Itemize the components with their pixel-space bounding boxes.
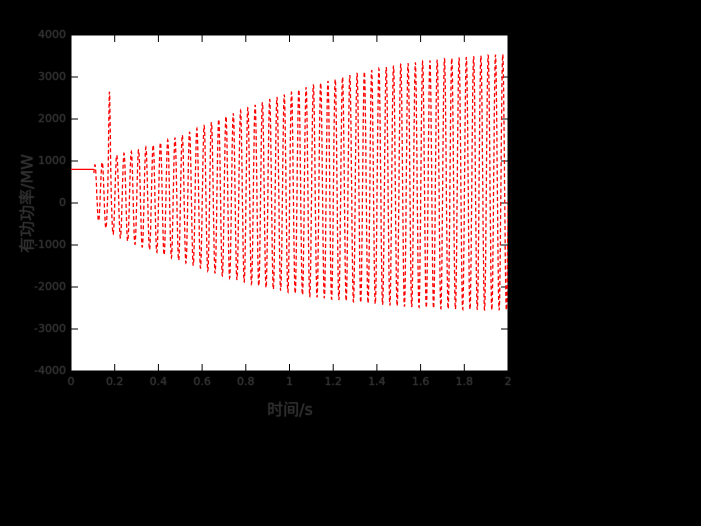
x-tick-label: 1.2	[324, 375, 342, 388]
y-tick-label: -3000	[34, 322, 66, 335]
x-tick-label: 1.8	[455, 375, 474, 388]
x-tick-label: 1.6	[411, 375, 430, 388]
y-tick-label: -1000	[34, 238, 66, 251]
x-tick-label: 0.8	[237, 375, 255, 388]
y-tick-label: 2000	[38, 112, 66, 125]
x-tick-label: 2	[504, 375, 512, 388]
x-tick-label: 0.4	[149, 375, 168, 388]
y-axis-label: 有功功率/MW	[17, 153, 37, 254]
x-tick-label: 1.4	[368, 375, 386, 388]
signal-curve	[93, 53, 508, 312]
y-tick-label: 4000	[38, 28, 66, 41]
y-tick-label: 1000	[38, 154, 66, 167]
x-axis-label: 时间/s	[267, 400, 313, 419]
y-tick-label: -2000	[34, 280, 66, 293]
y-tick-label: -4000	[34, 364, 66, 377]
x-tick-label: 0.2	[105, 375, 124, 388]
y-tick-label: 0	[59, 196, 66, 209]
x-tick-label: 1	[286, 375, 293, 388]
y-tick-label: 3000	[38, 70, 66, 83]
x-tick-label: 0.6	[193, 375, 211, 388]
x-tick-label: 0	[67, 375, 75, 388]
